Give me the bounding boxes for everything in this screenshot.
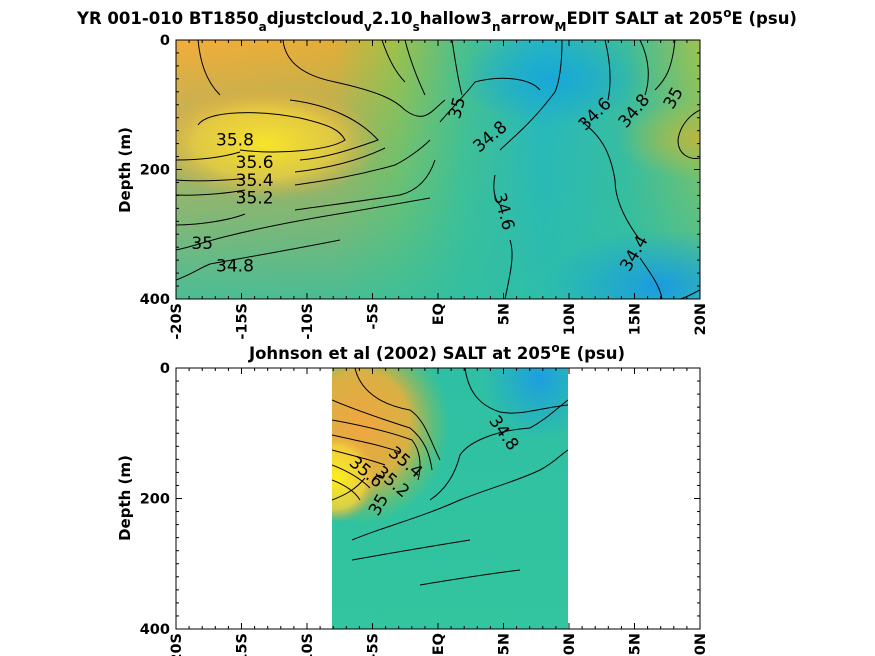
y-tick-label: 0 [160,33,170,49]
x-tick-label: 10N [562,633,578,656]
x-tick-label: -5S [366,633,382,656]
x-tick-label: -15S [235,303,251,340]
x-tick-label: 5N [497,303,513,325]
bottom-y-axis-label: Depth (m) [116,455,134,541]
contour-label: 35.8 [216,130,254,150]
y-tick-label: 400 [140,622,170,638]
top-chart-title: YR 001-010 BT1850adjustcloudv2.10shallow… [76,6,797,34]
x-tick-label: 20N [693,633,709,656]
x-tick-label: EQ [431,633,447,655]
x-tick-label: 15N [628,633,644,656]
top-x-ticks: -20S -15S -10S -5S EQ 5N 10N 15N 20N [169,40,709,340]
x-tick-label: 5N [497,633,513,655]
contour-label: 34.8 [216,257,254,277]
x-tick-label: -20S [169,633,185,656]
x-tick-label: 15N [628,303,644,335]
y-tick-label: 0 [160,361,170,377]
y-tick-label: 200 [140,163,170,179]
x-tick-label: -15S [235,633,251,656]
top-y-ticks: 0 200 400 [140,33,700,308]
x-tick-label: EQ [431,303,447,325]
contour-label: 35.4 [236,171,274,191]
top-y-axis-label: Depth (m) [116,127,134,213]
x-tick-label: -20S [169,303,185,340]
x-tick-label: -5S [366,303,382,330]
x-tick-label: -10S [300,303,316,340]
bottom-x-ticks: -20S -15S -10S -5S EQ 5N 10N 15N 20N [169,368,709,656]
y-tick-label: 400 [140,292,170,308]
x-tick-label: -10S [300,633,316,656]
x-tick-label: 10N [562,303,578,335]
top-contour-lines [176,40,700,299]
y-tick-label: 200 [140,492,170,508]
contour-label: 35.6 [236,153,274,173]
bottom-heatmap [332,368,568,629]
contour-label: 35 [191,234,213,254]
bottom-contour-lines [332,368,568,586]
x-tick-label: 20N [693,303,709,335]
bottom-y-ticks: 0 200 400 [140,361,700,638]
bottom-chart-title: Johnson et al (2002) SALT at 205oE (psu) [248,341,625,363]
contour-label: 35.2 [236,189,274,209]
